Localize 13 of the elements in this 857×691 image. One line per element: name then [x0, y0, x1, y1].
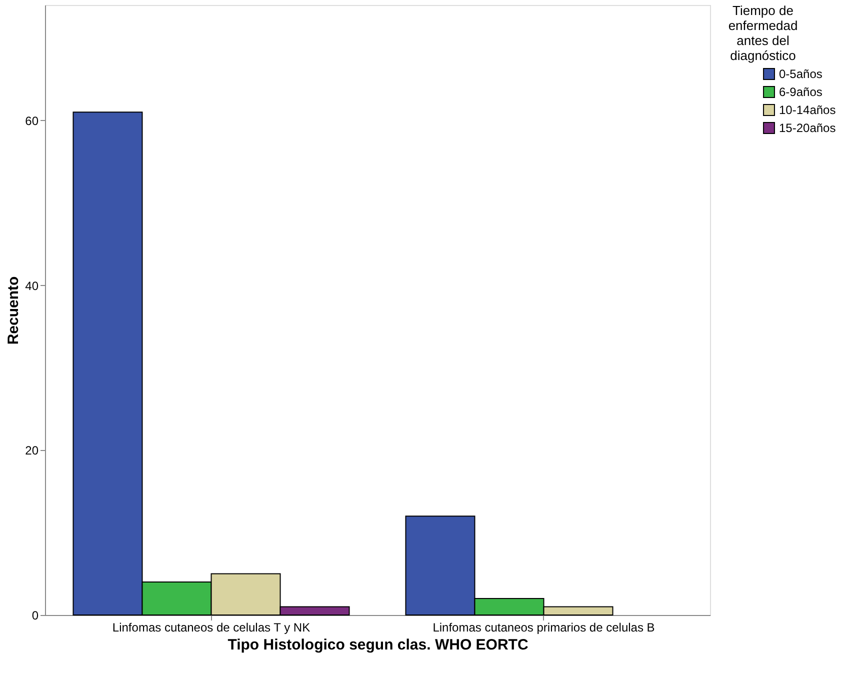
y-tick-label: 60	[25, 114, 39, 128]
y-tick-label: 40	[25, 278, 39, 293]
x-axis-title: Tipo Histologico segun clas. WHO EORTC	[228, 636, 528, 654]
legend-label: 6-9años	[779, 85, 822, 99]
y-tick-label: 0	[32, 608, 39, 622]
legend-label: 0-5años	[779, 67, 822, 81]
y-axis-title: Recuento	[5, 276, 22, 345]
legend-title: Tiempo de enfermedad antes del diagnóstico	[728, 3, 798, 63]
legend-label: 10-14años	[779, 103, 836, 117]
x-tick-label: Linfomas cutaneos de celulas T y NK	[112, 620, 310, 634]
y-tick-label: 20	[25, 444, 39, 458]
x-tick-label: Linfomas cutaneos primarios de celulas B	[432, 620, 655, 634]
legend-label: 15-20años	[779, 121, 836, 135]
